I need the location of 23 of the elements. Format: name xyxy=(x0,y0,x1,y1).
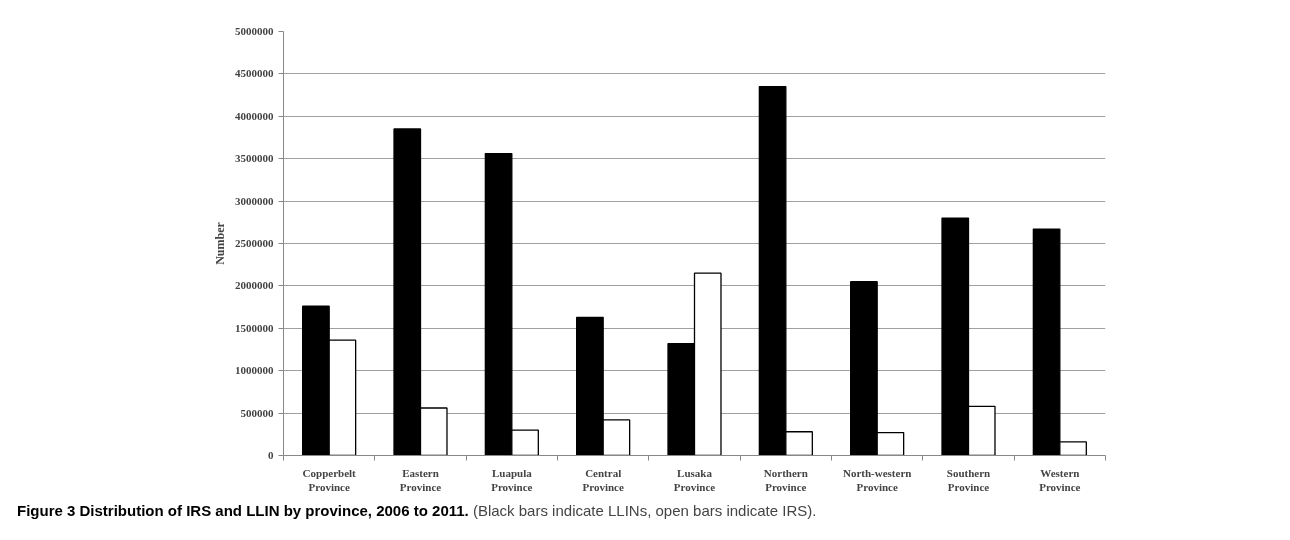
x-tick-label: Western Province xyxy=(1039,466,1081,493)
y-tick-label: 4500000 xyxy=(235,67,274,80)
y-tick-label: 1500000 xyxy=(235,321,274,334)
y-tick-label: 0 xyxy=(268,449,274,461)
y-tick-label: 2000000 xyxy=(235,279,274,292)
y-tick-label: 500000 xyxy=(240,406,274,419)
y-tick-label: 3500000 xyxy=(235,152,274,165)
y-tick-label: 1000000 xyxy=(235,364,274,377)
x-tick-label: Luapula Province xyxy=(491,466,533,493)
y-axis-title: Number xyxy=(213,221,227,265)
x-tick-label: Lusaka Province xyxy=(673,466,716,493)
y-tick-label: 5000000 xyxy=(235,25,274,37)
text: Figure 3 Distribution of IRS and LLIN by province, 2006 to 2011. xyxy=(17,502,469,519)
y-tick-label: 4000000 xyxy=(235,109,274,122)
x-tick-label: North-western Province xyxy=(842,466,912,493)
x-tick-label: Northern Province xyxy=(763,466,808,493)
text: (Black bars indicate LLINs, open bars indicate IRS). xyxy=(472,502,817,519)
y-tick-label: 3000000 xyxy=(235,194,274,207)
x-tick-label: Copperbelt Province xyxy=(302,466,357,493)
x-tick-label: Eastern Province xyxy=(399,466,442,493)
y-tick-label: 2500000 xyxy=(235,237,274,249)
x-tick-label: Southern Province xyxy=(946,466,991,493)
x-tick-label: Central Province xyxy=(582,466,624,493)
